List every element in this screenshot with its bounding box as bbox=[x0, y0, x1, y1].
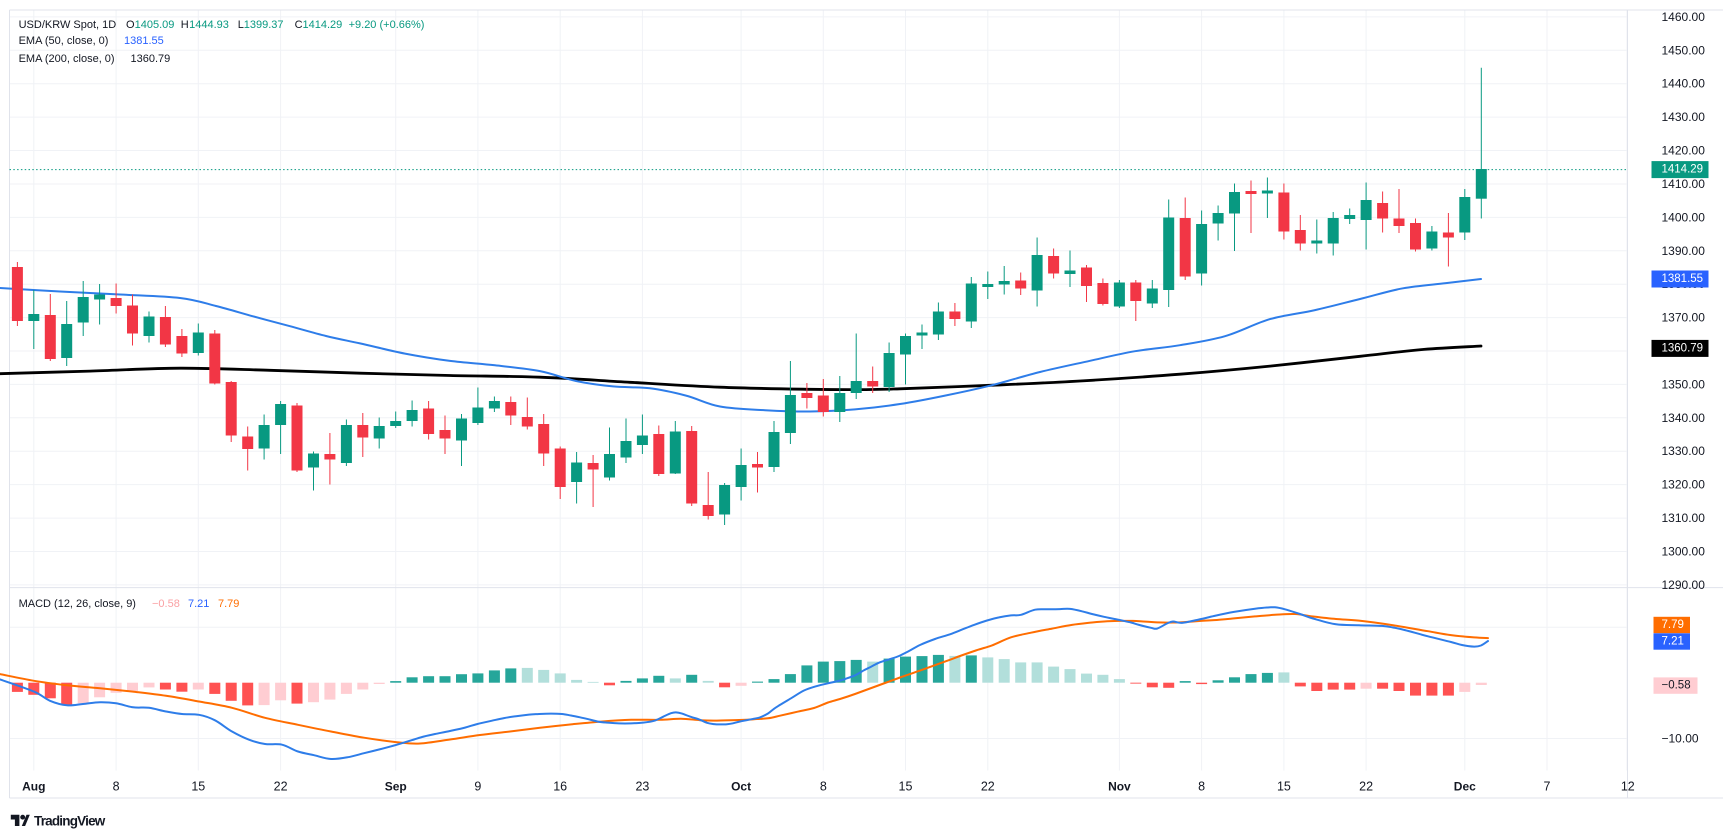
svg-text:1400.00: 1400.00 bbox=[1662, 210, 1706, 224]
svg-text:8: 8 bbox=[820, 779, 827, 793]
svg-text:7.21: 7.21 bbox=[1662, 636, 1684, 648]
svg-text:−0.58: −0.58 bbox=[1662, 680, 1691, 692]
svg-text:23: 23 bbox=[635, 779, 649, 793]
svg-text:1410.00: 1410.00 bbox=[1662, 177, 1706, 191]
svg-text:Aug: Aug bbox=[22, 779, 45, 793]
svg-text:−10.00: −10.00 bbox=[1662, 732, 1699, 746]
svg-text:12: 12 bbox=[1621, 779, 1635, 793]
svg-text:1450.00: 1450.00 bbox=[1662, 43, 1706, 57]
svg-text:Oct: Oct bbox=[731, 779, 751, 793]
svg-text:7: 7 bbox=[1544, 779, 1551, 793]
svg-text:1460.00: 1460.00 bbox=[1662, 10, 1706, 24]
svg-text:1350.00: 1350.00 bbox=[1662, 377, 1706, 391]
svg-text:1430.00: 1430.00 bbox=[1662, 110, 1706, 124]
svg-text:1440.00: 1440.00 bbox=[1662, 77, 1706, 91]
svg-text:22: 22 bbox=[274, 779, 288, 793]
svg-text:Dec: Dec bbox=[1454, 779, 1476, 793]
svg-text:1414.29: 1414.29 bbox=[1662, 164, 1704, 176]
svg-text:15: 15 bbox=[191, 779, 205, 793]
svg-text:16: 16 bbox=[553, 779, 567, 793]
svg-text:15: 15 bbox=[1277, 779, 1291, 793]
svg-text:1290.00: 1290.00 bbox=[1662, 578, 1706, 592]
svg-text:1340.00: 1340.00 bbox=[1662, 411, 1706, 425]
svg-text:TradingView: TradingView bbox=[34, 813, 106, 828]
svg-text:7.79: 7.79 bbox=[1662, 619, 1684, 631]
svg-text:8: 8 bbox=[113, 779, 120, 793]
svg-text:9: 9 bbox=[474, 779, 481, 793]
svg-text:1330.00: 1330.00 bbox=[1662, 444, 1706, 458]
svg-text:22: 22 bbox=[981, 779, 995, 793]
svg-text:15: 15 bbox=[899, 779, 913, 793]
svg-text:Sep: Sep bbox=[385, 779, 407, 793]
svg-text:1420.00: 1420.00 bbox=[1662, 144, 1706, 158]
svg-text:1320.00: 1320.00 bbox=[1662, 478, 1706, 492]
svg-text:1390.00: 1390.00 bbox=[1662, 244, 1706, 258]
svg-text:1381.55: 1381.55 bbox=[1662, 273, 1704, 285]
svg-text:1360.79: 1360.79 bbox=[1662, 342, 1704, 354]
svg-text:8: 8 bbox=[1198, 779, 1205, 793]
svg-text:22: 22 bbox=[1359, 779, 1373, 793]
svg-text:1310.00: 1310.00 bbox=[1662, 511, 1706, 525]
svg-text:Nov: Nov bbox=[1108, 779, 1131, 793]
svg-text:1370.00: 1370.00 bbox=[1662, 311, 1706, 325]
svg-text:1300.00: 1300.00 bbox=[1662, 545, 1706, 559]
